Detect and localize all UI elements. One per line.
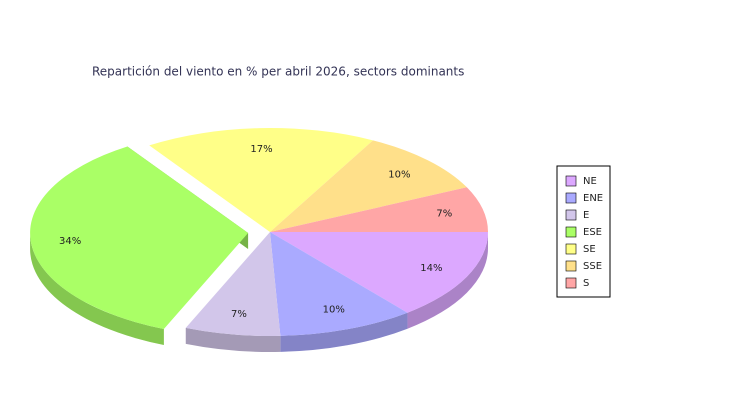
- legend-swatch: [565, 192, 577, 204]
- data-label: 17%: [250, 144, 272, 155]
- slice: [185, 232, 281, 336]
- legend-label: SE: [583, 244, 596, 255]
- legend-swatch: [565, 243, 577, 255]
- legend-swatch: [565, 226, 577, 238]
- legend-label: SSE: [583, 261, 602, 272]
- legend-label: E: [583, 210, 589, 221]
- slice: [270, 232, 408, 336]
- data-label: 34%: [59, 236, 81, 247]
- legend-swatch: [565, 260, 577, 272]
- slice-side-shade: [407, 232, 488, 329]
- data-label: 14%: [420, 263, 442, 274]
- slice-side: [280, 312, 408, 352]
- legend-label: S: [583, 278, 589, 289]
- slice-side: [407, 232, 488, 329]
- slice: [270, 232, 488, 313]
- legend-swatch: [565, 209, 577, 221]
- data-label: 7%: [231, 309, 247, 320]
- slice: [270, 140, 467, 232]
- data-label: 10%: [323, 305, 345, 316]
- slice-side: [185, 327, 281, 352]
- slice: [270, 187, 488, 232]
- slice-side-shade: [30, 233, 164, 345]
- legend-label: ESE: [583, 227, 602, 238]
- legend-swatch: [565, 277, 577, 289]
- legend-label: ENE: [583, 193, 603, 204]
- slice: [149, 128, 373, 232]
- chart-title: Repartición del viento en % per abril 20…: [92, 65, 464, 79]
- data-label: 7%: [436, 209, 452, 220]
- legend-label: NE: [583, 176, 597, 187]
- slice-side-shade: [185, 327, 281, 352]
- slice: [30, 146, 249, 329]
- data-label: 10%: [388, 170, 410, 181]
- slice-side: [30, 233, 164, 345]
- slice-side-shade: [280, 312, 408, 352]
- legend-swatch: [565, 175, 577, 187]
